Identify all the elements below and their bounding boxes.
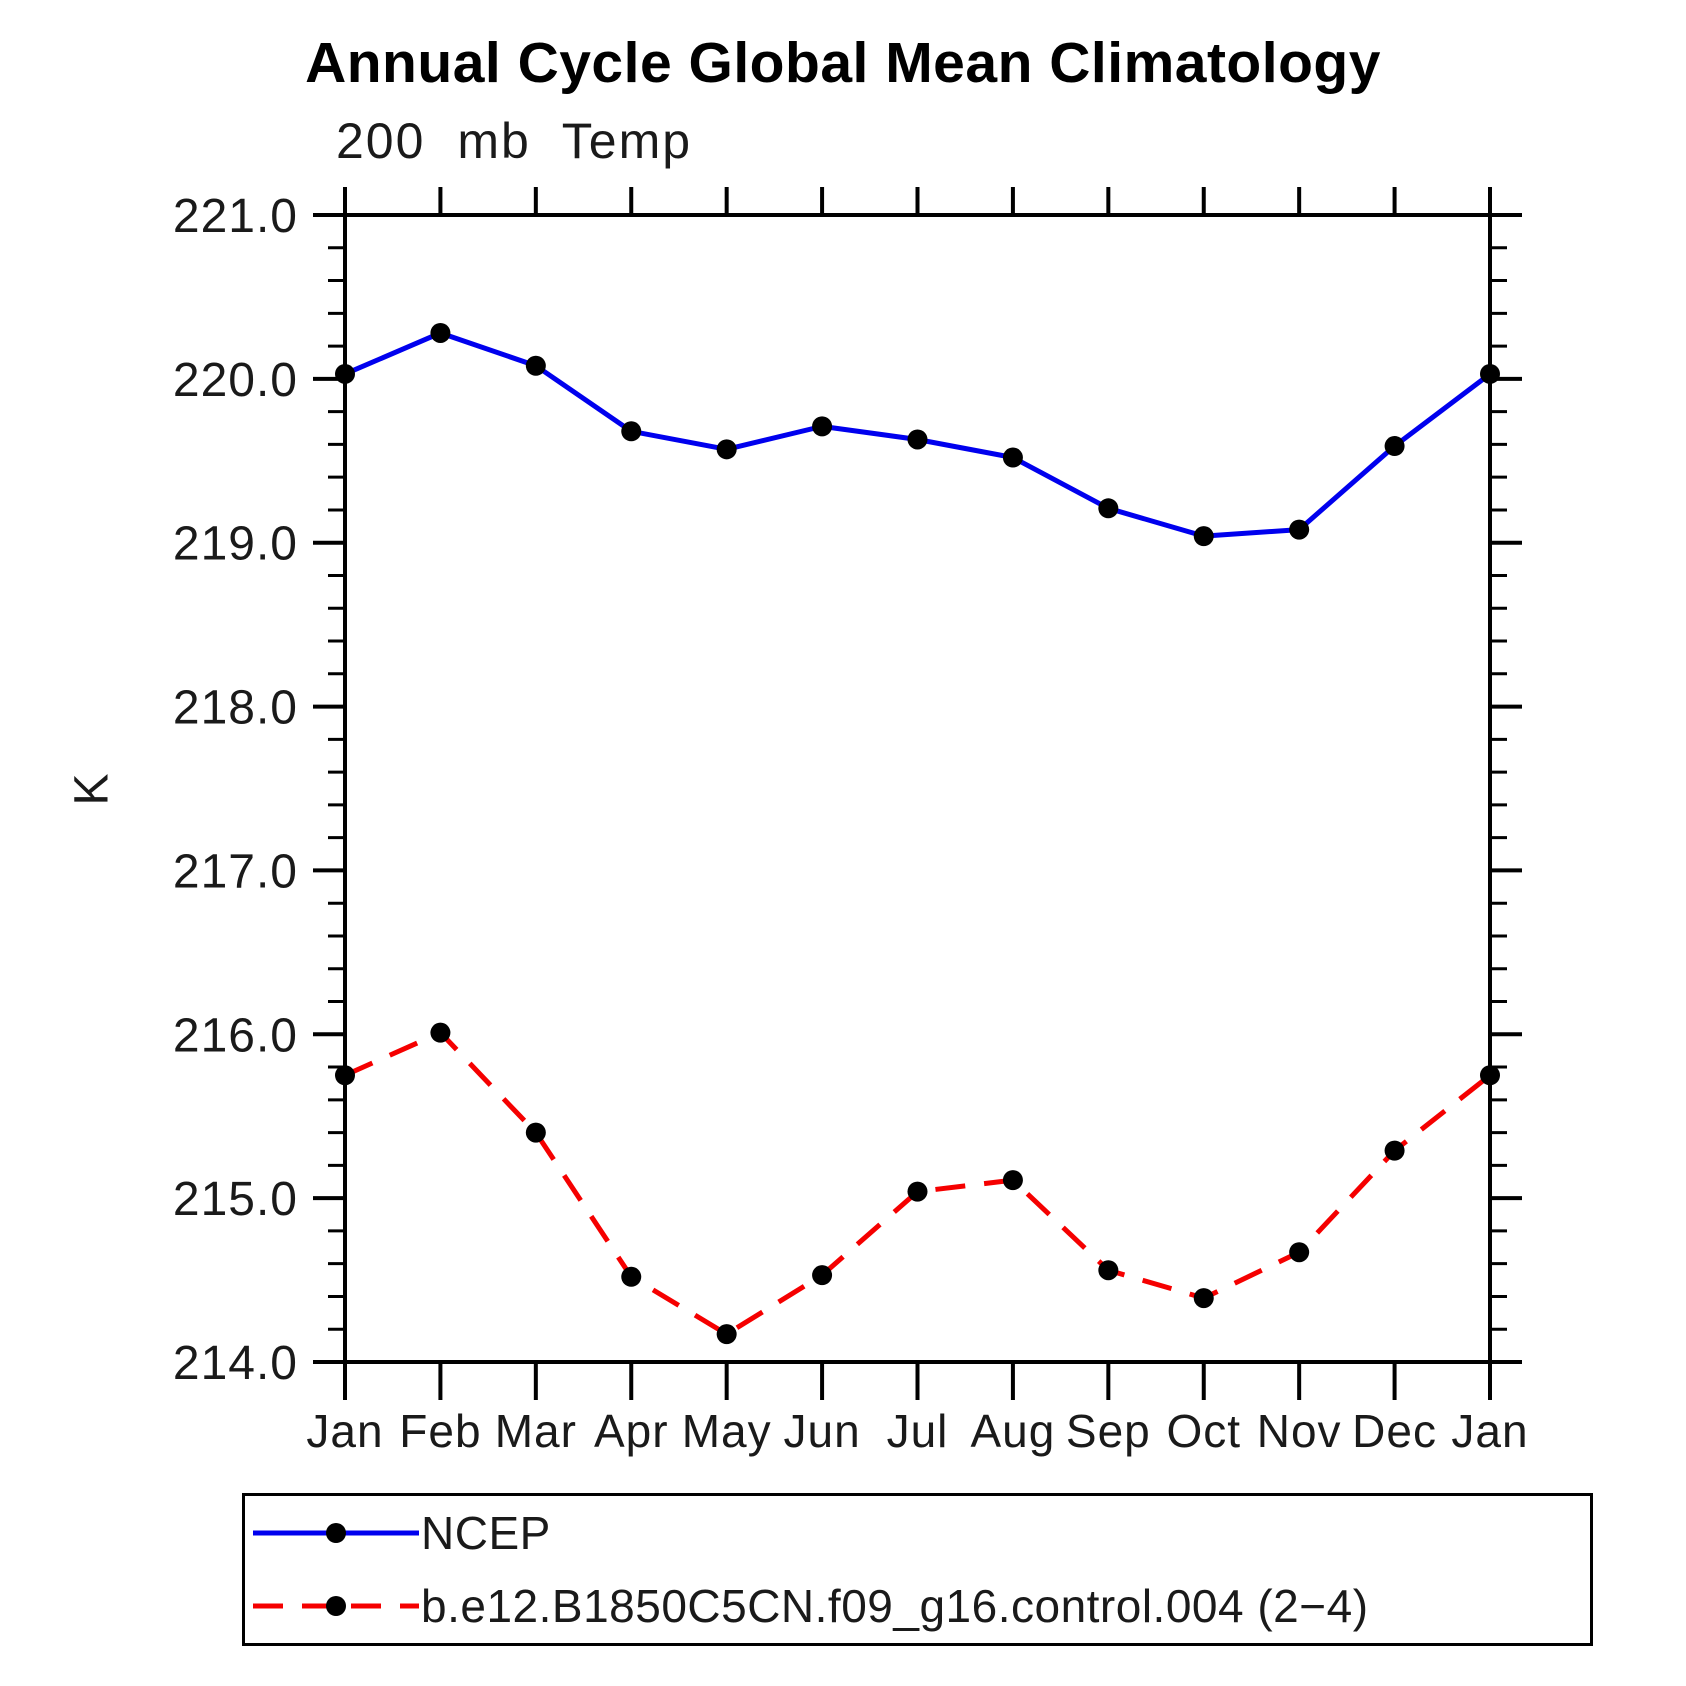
data-point-marker [525,355,546,376]
y-axis-label: K [65,773,119,806]
data-point-marker [525,1122,546,1143]
x-tick-label: Sep [1066,1405,1151,1457]
x-tick-label: Oct [1166,1405,1241,1457]
legend-row-ncep: NCEP [245,1496,1590,1570]
data-point-marker [1098,498,1119,519]
data-point-marker [716,439,737,460]
data-point-marker [621,421,642,442]
x-tick-label: Jan [1451,1405,1528,1457]
x-tick-label: Dec [1352,1405,1437,1457]
data-point-marker [430,322,451,343]
y-tick-label: 216.0 [173,1009,298,1062]
data-point-marker [1002,1170,1023,1191]
data-point-marker [1289,519,1310,540]
ncep-line-swatch-icon [253,1522,419,1543]
data-point-marker [812,416,833,437]
x-tick-label: Nov [1257,1405,1342,1457]
data-point-marker [621,1266,642,1287]
legend-label-model: b.e12.B1850C5CN.f09_g16.control.004 (2−4… [421,1580,1369,1633]
y-tick-label: 218.0 [173,682,298,735]
series-model [335,1022,1500,1345]
y-tick-label: 215.0 [173,1173,298,1226]
data-point-marker [1384,1140,1405,1161]
model-line-swatch-icon [253,1596,419,1617]
x-tick-label: Aug [970,1405,1055,1457]
y-axis-ticks [313,213,1522,1364]
page-title: Annual Cycle Global Mean Climatology [305,31,1381,95]
legend-row-model: b.e12.B1850C5CN.f09_g16.control.004 (2−4… [245,1570,1590,1644]
data-point-marker [1193,1288,1214,1309]
series-ncep [335,322,1500,547]
y-tick-label: 221.0 [173,190,298,243]
data-point-marker [1098,1260,1119,1281]
legend-label-ncep: NCEP [421,1506,551,1559]
x-tick-label: Jun [783,1405,860,1457]
x-tick-label: May [682,1405,772,1457]
x-tick-label: Jan [306,1405,383,1457]
y-tick-label: 219.0 [173,518,298,571]
data-point-marker [335,363,355,384]
data-point-marker [1193,526,1214,547]
chart-subtitle: 200 mb Temp [336,113,693,169]
x-axis-ticks [343,187,1492,1400]
legend: NCEP b.e12.B1850C5CN.f09_g16.control.004… [242,1493,1593,1646]
data-point-marker [335,1065,355,1086]
x-tick-label: Mar [495,1405,577,1457]
data-point-marker [1480,363,1500,384]
y-tick-label: 220.0 [173,354,298,407]
x-tick-label: Apr [594,1405,669,1457]
x-tick-label: Jul [887,1405,949,1457]
data-point-marker [716,1324,737,1345]
x-tick-label: Feb [399,1405,481,1457]
data-point-marker [1480,1065,1500,1086]
data-point-marker [907,1181,928,1202]
legend-marker-sample [326,1522,346,1543]
x-axis-tick-labels: Jan Feb Mar Apr May Jun Jul Aug Sep Oct Nov Dec Jan [306,1405,1528,1457]
data-point-marker [1289,1242,1310,1263]
y-tick-label: 217.0 [173,845,298,898]
y-axis-tick-labels: 221.0 220.0 219.0 218.0 217.0 216.0 215.0 214.0 [173,190,298,1390]
data-point-marker [430,1022,451,1043]
data-point-marker [1002,447,1023,468]
y-tick-label: 214.0 [173,1337,298,1390]
data-point-marker [907,429,928,450]
legend-marker-sample [326,1596,346,1617]
data-point-marker [812,1265,833,1286]
data-point-marker [1384,436,1405,457]
